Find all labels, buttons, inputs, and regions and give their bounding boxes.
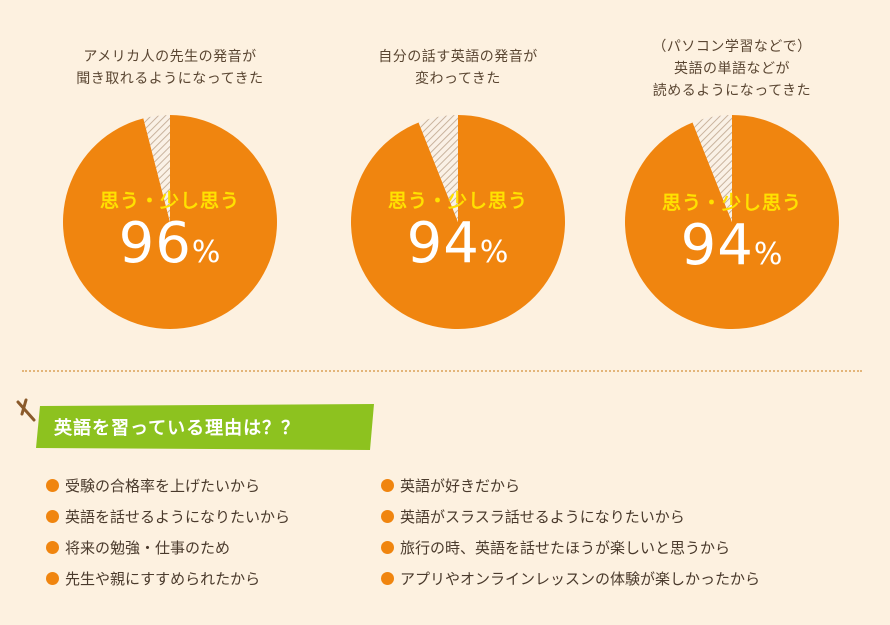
pie-title-line: 変わってきた bbox=[415, 71, 501, 87]
reasons-banner: 英語を習っている理由は？？ bbox=[36, 404, 374, 450]
bullet-icon bbox=[381, 479, 394, 492]
bullet-icon bbox=[46, 541, 59, 554]
reason-text: 受験の合格率を上げたいから bbox=[65, 477, 261, 495]
pie-title-line: 英語の単語などが bbox=[674, 61, 790, 77]
section-divider bbox=[22, 370, 862, 372]
pie-category-label: 思う・少し思う bbox=[387, 190, 528, 212]
pie-chart-1: アメリカ人の先生の発音が 聞き取れるようになってきた 思う・少し思う 96% bbox=[40, 0, 300, 350]
list-item: 受験の合格率を上げたいから bbox=[46, 470, 290, 501]
list-item: 英語が好きだから bbox=[381, 470, 760, 501]
pie-category-label: 思う・少し思う bbox=[99, 190, 240, 212]
pie-value-unit: % bbox=[479, 235, 510, 270]
pie-svg bbox=[63, 115, 277, 329]
reason-text: アプリやオンラインレッスンの体験が楽しかったから bbox=[400, 570, 761, 588]
reason-text: 英語を話せるようになりたいから bbox=[65, 508, 291, 526]
pie-title-line: アメリカ人の先生の発音が bbox=[83, 49, 257, 65]
pie-value-unit: % bbox=[753, 237, 784, 272]
pie-title-line: 読めるようになってきた bbox=[652, 83, 812, 99]
pin-icon bbox=[16, 398, 36, 422]
reason-text: 先生や親にすすめられたから bbox=[65, 570, 261, 588]
pie-category-label: 思う・少し思う bbox=[661, 192, 802, 214]
bullet-icon bbox=[381, 541, 394, 554]
pie-title-line: 自分の話す英語の発音が bbox=[378, 49, 538, 65]
pie-slice-other bbox=[418, 115, 458, 222]
pie-chart-2: 自分の話す英語の発音が 変わってきた 思う・少し思う 94% bbox=[328, 0, 588, 350]
banner-shape bbox=[36, 404, 374, 450]
pie-title: （パソコン学習などで） 英語の単語などが 読めるようになってきた bbox=[602, 36, 862, 102]
pie-title-line: 聞き取れるようになってきた bbox=[76, 71, 264, 87]
bullet-icon bbox=[46, 572, 59, 585]
pie-chart-3: （パソコン学習などで） 英語の単語などが 読めるようになってきた 思う・少し思う… bbox=[602, 0, 862, 350]
reasons-list-left: 受験の合格率を上げたいから 英語を話せるようになりたいから 将来の勉強・仕事のた… bbox=[46, 470, 290, 594]
pie-title: アメリカ人の先生の発音が 聞き取れるようになってきた bbox=[40, 46, 300, 90]
reason-text: 将来の勉強・仕事のため bbox=[65, 539, 231, 557]
pie-value-number: 94 bbox=[406, 211, 480, 276]
pie-value-number: 96 bbox=[118, 211, 192, 276]
list-item: 将来の勉強・仕事のため bbox=[46, 532, 290, 563]
pie-value-unit: % bbox=[191, 235, 222, 270]
list-item: アプリやオンラインレッスンの体験が楽しかったから bbox=[381, 563, 760, 594]
pie-title: 自分の話す英語の発音が 変わってきた bbox=[328, 46, 588, 90]
reasons-title: 英語を習っている理由は？？ bbox=[54, 418, 301, 439]
bullet-icon bbox=[46, 510, 59, 523]
list-item: 先生や親にすすめられたから bbox=[46, 563, 290, 594]
pie-value: 96% bbox=[40, 216, 300, 281]
bullet-icon bbox=[46, 479, 59, 492]
pie-value-number: 94 bbox=[680, 213, 754, 278]
list-item: 英語を話せるようになりたいから bbox=[46, 501, 290, 532]
pie-value: 94% bbox=[602, 218, 862, 283]
pie-title-line: （パソコン学習などで） bbox=[652, 39, 812, 55]
reason-text: 英語が好きだから bbox=[400, 477, 521, 495]
pie-slice-other bbox=[692, 115, 732, 222]
list-item: 英語がスラスラ話せるようになりたいから bbox=[381, 501, 760, 532]
list-item: 旅行の時、英語を話せたほうが楽しいと思うから bbox=[381, 532, 760, 563]
bullet-icon bbox=[381, 572, 394, 585]
pie-svg bbox=[625, 115, 839, 329]
reason-text: 英語がスラスラ話せるようになりたいから bbox=[400, 508, 685, 526]
reason-text: 旅行の時、英語を話せたほうが楽しいと思うから bbox=[400, 539, 731, 557]
bullet-icon bbox=[381, 510, 394, 523]
pie-svg bbox=[351, 115, 565, 329]
pie-value: 94% bbox=[328, 216, 588, 281]
pie-slice-other bbox=[143, 115, 170, 222]
reasons-list-right: 英語が好きだから 英語がスラスラ話せるようになりたいから 旅行の時、英語を話せた… bbox=[381, 470, 760, 594]
